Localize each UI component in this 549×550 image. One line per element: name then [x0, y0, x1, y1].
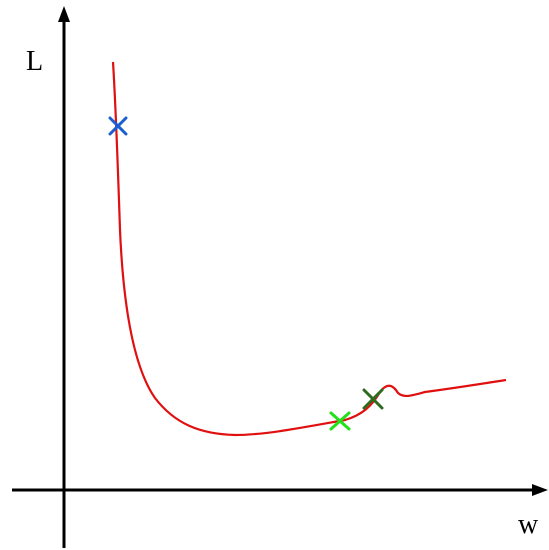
y-axis-arrow-icon [58, 6, 70, 22]
x-axis-arrow-icon [532, 484, 548, 496]
light-green-cross-marker [329, 411, 351, 431]
x-axis-label: w [518, 509, 539, 540]
loss-curve [111, 61, 507, 437]
y-axis-label: L [26, 46, 43, 77]
blue-cross-marker [108, 116, 128, 136]
dark-green-cross-marker [362, 388, 384, 410]
